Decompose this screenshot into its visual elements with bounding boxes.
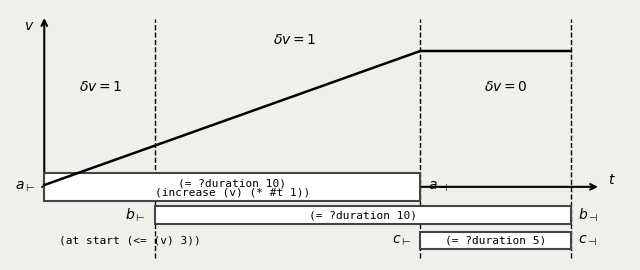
- Bar: [155, 207, 571, 224]
- Text: (= ?duration 5): (= ?duration 5): [445, 235, 546, 245]
- Bar: [44, 173, 420, 201]
- Text: $a_{\dashv}$: $a_{\dashv}$: [428, 180, 448, 194]
- Text: $\delta v = 1$: $\delta v = 1$: [273, 33, 317, 47]
- Text: $b_{\dashv}$: $b_{\dashv}$: [578, 207, 598, 224]
- Text: (increase (v) (* #t 1)): (increase (v) (* #t 1)): [155, 187, 310, 197]
- Text: $b_{\vdash}$: $b_{\vdash}$: [125, 207, 145, 224]
- Text: $\delta v = 1$: $\delta v = 1$: [79, 80, 123, 94]
- Text: (= ?duration 10): (= ?duration 10): [308, 210, 417, 220]
- Text: (at start (<= (v) 3)): (at start (<= (v) 3)): [60, 235, 201, 245]
- Text: $\delta v = 0$: $\delta v = 0$: [484, 80, 527, 94]
- Text: $a_{\vdash}$: $a_{\vdash}$: [15, 180, 35, 194]
- Bar: [420, 231, 571, 249]
- Text: $t$: $t$: [608, 173, 616, 187]
- Text: $v$: $v$: [24, 19, 35, 33]
- Text: (= ?duration 10): (= ?duration 10): [179, 178, 286, 188]
- Text: $c_{\vdash}$: $c_{\vdash}$: [392, 233, 412, 248]
- Text: $c_{\dashv}$: $c_{\dashv}$: [578, 233, 597, 248]
